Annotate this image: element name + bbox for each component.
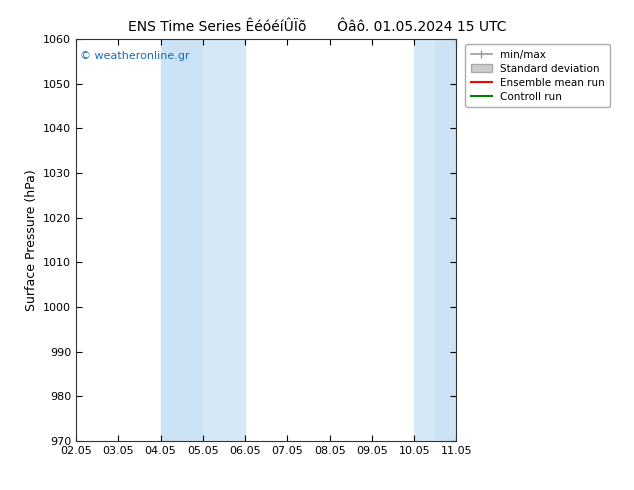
Bar [160, 39, 203, 441]
Legend: min/max, Standard deviation, Ensemble mean run, Controll run: min/max, Standard deviation, Ensemble me… [465, 45, 610, 107]
Bar [436, 39, 456, 441]
Bar [203, 39, 245, 441]
Bar [414, 39, 436, 441]
Y-axis label: Surface Pressure (hPa): Surface Pressure (hPa) [25, 169, 37, 311]
Text: ENS Time Series ÊéóéíÛÏõ       Ôâô. 01.05.2024 15 UTC: ENS Time Series ÊéóéíÛÏõ Ôâô. 01.05.2024… [127, 20, 507, 34]
Text: © weatheronline.gr: © weatheronline.gr [80, 51, 190, 61]
